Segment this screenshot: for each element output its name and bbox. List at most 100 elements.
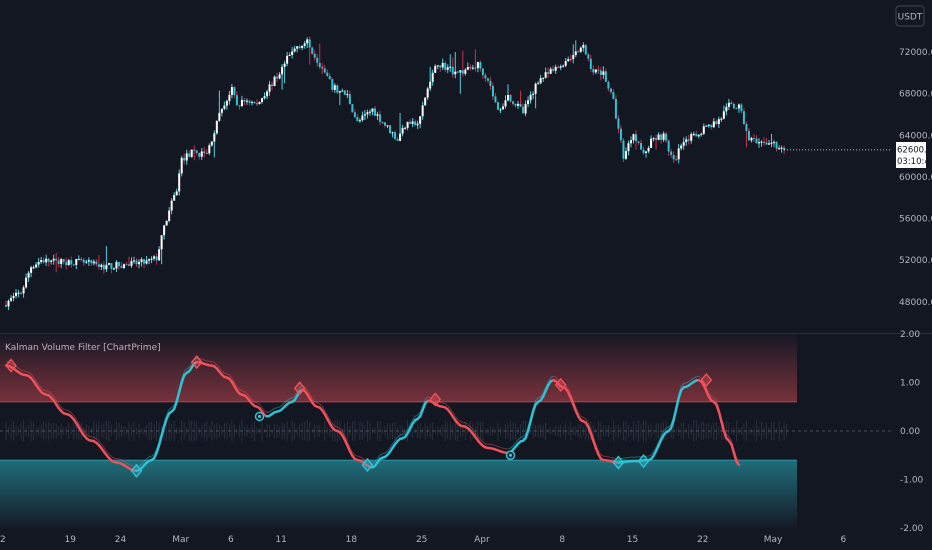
candle-body — [612, 92, 615, 99]
candle-body — [218, 112, 221, 121]
oscillator-shadow-segment — [96, 438, 100, 442]
candle-body — [765, 142, 768, 145]
oscillator-shadow-segment — [171, 404, 175, 409]
candle-body — [532, 93, 535, 95]
oscillator-shadow-segment — [680, 383, 685, 387]
oscillator-shadow-segment — [397, 434, 401, 438]
candle-body — [431, 72, 434, 82]
candle-body — [50, 260, 53, 262]
candle-body — [685, 139, 688, 142]
oscillator-shadow-segment — [53, 396, 57, 401]
oscillator-shadow-segment — [723, 426, 727, 435]
oscillator-shadow-segment — [515, 439, 519, 444]
oscillator-shadow-segment — [291, 395, 295, 399]
time-axis[interactable]: 12 19 24 Mar 6 11 18 25 Apr 8 15 22 May 6 — [0, 535, 846, 545]
candle-body — [45, 258, 48, 263]
oscillator-shadow-segment — [399, 433, 403, 436]
oscillator-shadow-segment — [377, 454, 381, 459]
oscillator-shadow-segment — [472, 429, 476, 434]
candle-body — [311, 47, 314, 54]
candle-body — [253, 102, 256, 104]
candle-body — [87, 260, 90, 262]
candle-body — [697, 134, 700, 137]
oscillator-shadow-segment — [500, 446, 504, 449]
candle-body — [747, 130, 750, 141]
indicator-axis[interactable]: 2.00 1.00 0.00 -1.00 -2.00 — [900, 330, 924, 534]
oscillator-shadow-segment — [424, 396, 429, 401]
candle-body — [584, 45, 587, 55]
oscillator-shadow-segment — [271, 408, 275, 411]
oscillator-segment — [735, 460, 741, 467]
oscillator-shadow-segment — [658, 435, 662, 442]
signal-diamond — [190, 355, 203, 370]
candle-body — [587, 54, 590, 59]
candle-body — [617, 118, 620, 129]
oscillator-segment — [674, 397, 680, 411]
oscillator-shadow-segment — [535, 397, 539, 401]
candle-body — [112, 268, 115, 270]
oscillator-shadow-segment — [181, 371, 185, 379]
oscillator-shadow-segment — [648, 454, 652, 457]
candle-body — [773, 142, 776, 144]
candle-body — [30, 267, 33, 273]
oscillator-segment — [730, 443, 736, 455]
oscillator-shadow-segment — [555, 376, 559, 381]
candle-body — [727, 102, 730, 107]
oscillator-shadow-segment — [382, 452, 386, 455]
candle-body — [215, 120, 218, 134]
candle-body — [57, 260, 60, 265]
candle-body — [677, 148, 680, 160]
oscillator-shadow-segment — [141, 461, 145, 465]
oscillator-shadow-segment — [233, 382, 238, 387]
oscillator-shadow-segment — [432, 398, 436, 401]
oscillator-shadow-segment — [153, 448, 158, 455]
candle-body — [737, 104, 740, 109]
indicator-pane[interactable] — [0, 334, 892, 528]
candle-body — [122, 264, 125, 268]
oscillator-shadow-segment — [367, 461, 371, 464]
oscillator-shadow-segment — [537, 396, 541, 399]
oscillator-shadow-segment — [668, 423, 672, 428]
candle-body — [150, 258, 153, 260]
oscillator-shadow-segment — [249, 396, 253, 401]
price-pane[interactable] — [5, 36, 892, 310]
candle-body — [148, 259, 151, 261]
oscillator-shadow-segment — [575, 406, 579, 413]
candle-body — [153, 256, 156, 259]
candle-body — [193, 149, 196, 151]
oscillator-shadow-segment — [384, 450, 388, 454]
currency-button-label[interactable]: USDT — [898, 13, 923, 23]
oscillator-shadow-segment — [75, 419, 80, 424]
candle-body — [130, 261, 133, 266]
oscillator-segment — [531, 403, 537, 413]
candle-body — [597, 69, 600, 71]
oscillator-shadow-segment — [68, 410, 72, 414]
candle-body — [594, 69, 597, 73]
candle-body — [579, 47, 582, 52]
candle-body — [361, 115, 364, 121]
candle-body — [451, 66, 454, 75]
candle-body — [406, 121, 409, 128]
time-axis-label: 18 — [346, 535, 358, 545]
oscillator-shadow-segment — [40, 387, 44, 391]
candle-body — [165, 220, 168, 226]
candle-body — [471, 67, 474, 69]
oscillator-shadow-segment — [655, 441, 660, 448]
candle-body — [705, 125, 708, 127]
candle-body — [160, 235, 163, 250]
candle-body — [306, 39, 309, 44]
oscillator-shadow-segment — [409, 419, 414, 425]
oscillator-shadow-segment — [587, 422, 592, 430]
candle-body — [381, 121, 384, 123]
price-axis[interactable]: 72000.00 68000.00 64000.00 60000.00 56000.00… — [899, 48, 932, 308]
candle-body — [702, 126, 705, 134]
candle-body — [524, 104, 527, 114]
indicator-title[interactable]: Kalman Volume Filter [ChartPrime] — [5, 343, 161, 353]
oscillator-shadow-segment — [583, 416, 587, 420]
candle-body — [602, 71, 605, 75]
time-axis-label: 24 — [115, 535, 127, 545]
candle-body — [20, 292, 23, 294]
currency-button[interactable]: USDT — [895, 5, 925, 27]
candle-body — [507, 95, 509, 101]
